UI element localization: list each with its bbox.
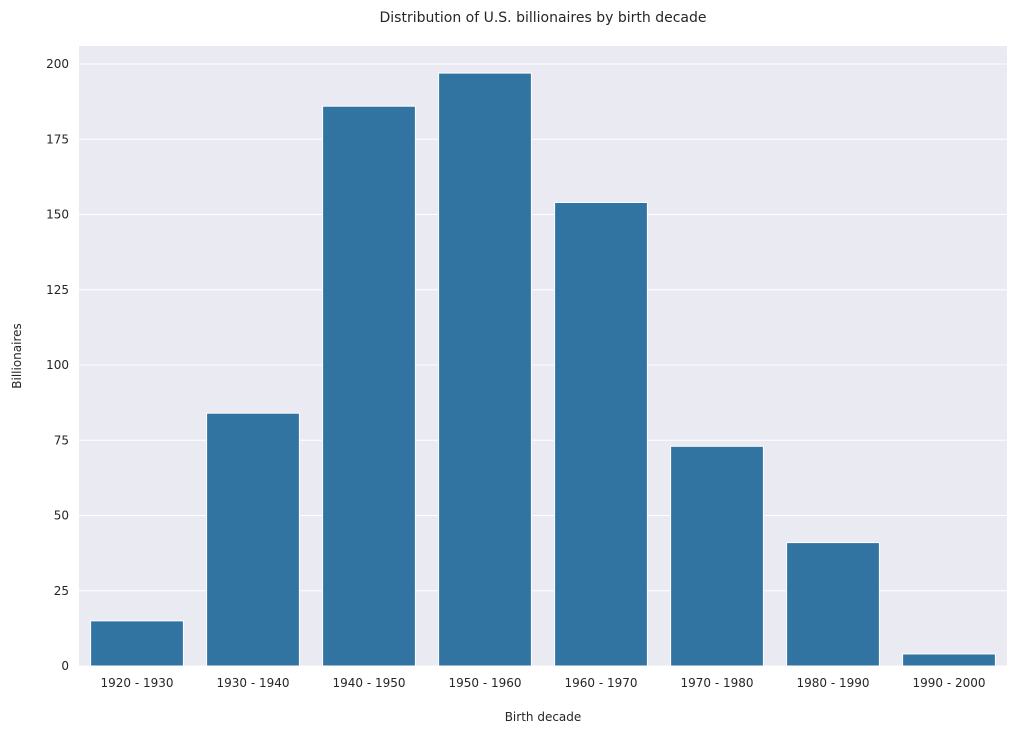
bar bbox=[206, 412, 300, 667]
y-tick-label: 75 bbox=[54, 433, 69, 447]
bar bbox=[322, 105, 416, 667]
bar bbox=[554, 202, 648, 667]
y-tick-label: 50 bbox=[54, 509, 69, 523]
y-tick-label: 200 bbox=[46, 57, 69, 71]
y-tick-label: 100 bbox=[46, 358, 69, 372]
y-tick-label: 25 bbox=[54, 584, 69, 598]
x-tick-label: 1940 - 1950 bbox=[332, 676, 405, 690]
x-tick-label: 1950 - 1960 bbox=[448, 676, 521, 690]
chart-title: Distribution of U.S. billionaires by bir… bbox=[380, 10, 707, 26]
y-axis-label: Billionaires bbox=[10, 323, 24, 389]
bars bbox=[90, 72, 996, 667]
y-tick-label: 125 bbox=[46, 283, 69, 297]
x-tick-label: 1930 - 1940 bbox=[216, 676, 289, 690]
bar bbox=[902, 653, 996, 667]
x-tick-label: 1920 - 1930 bbox=[100, 676, 173, 690]
y-tick-label: 175 bbox=[46, 132, 69, 146]
y-tick-label: 0 bbox=[61, 659, 69, 673]
x-tick-label: 1980 - 1990 bbox=[796, 676, 869, 690]
bar bbox=[90, 620, 184, 667]
x-tick-labels: 1920 - 1930 1930 - 1940 1940 - 1950 1950 - … bbox=[100, 676, 985, 690]
y-tick-label: 150 bbox=[46, 208, 69, 222]
bar bbox=[670, 445, 764, 667]
y-tick-labels: 0 25 50 75 100 125 150 175 200 bbox=[46, 57, 69, 673]
x-axis-label: Birth decade bbox=[505, 710, 582, 724]
x-tick-label: 1990 - 2000 bbox=[912, 676, 985, 690]
x-tick-label: 1970 - 1980 bbox=[680, 676, 753, 690]
x-tick-label: 1960 - 1970 bbox=[564, 676, 637, 690]
bar bbox=[786, 542, 880, 667]
bar bbox=[438, 72, 532, 667]
